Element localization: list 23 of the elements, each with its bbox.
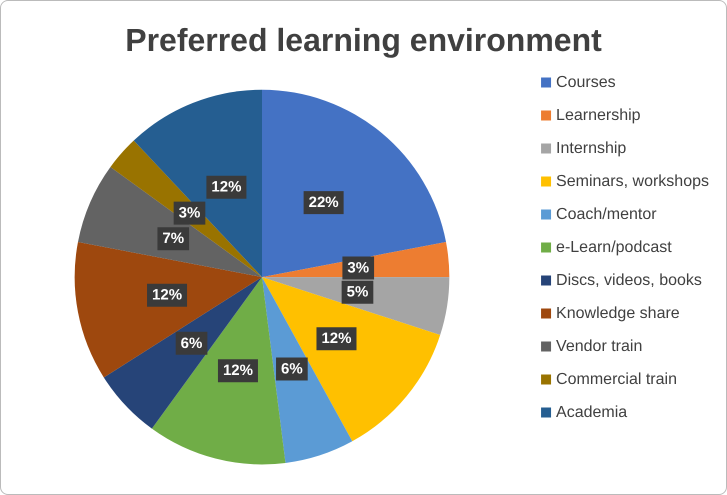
legend-label: Internship xyxy=(556,140,626,157)
legend-label: Vendor train xyxy=(556,338,642,355)
legend-label: Seminars, workshops xyxy=(556,173,710,190)
legend-label: Coach/mentor xyxy=(556,206,658,223)
data-label: 12% xyxy=(321,330,352,348)
legend-label: e-Learn/podcast xyxy=(556,239,672,256)
data-label: 12% xyxy=(152,286,182,304)
data-label: 5% xyxy=(346,284,368,301)
legend-label: Discs, videos, books xyxy=(556,272,702,289)
data-label: 22% xyxy=(308,194,339,212)
data-label: 12% xyxy=(211,178,242,196)
legend-label: Academia xyxy=(556,404,628,421)
legend-label: Knowledge share xyxy=(556,305,680,322)
data-label: 12% xyxy=(222,362,253,380)
data-label: 7% xyxy=(162,230,184,248)
data-label: 3% xyxy=(347,259,370,276)
legend-label: Courses xyxy=(556,74,616,91)
data-label: 6% xyxy=(281,360,303,378)
legend-label: Learnership xyxy=(556,107,641,124)
data-label: 6% xyxy=(180,334,202,352)
chart-title: Preferred learning environment xyxy=(125,22,602,58)
data-label: 3% xyxy=(178,204,200,222)
legend-label: Commercial train xyxy=(556,371,677,388)
